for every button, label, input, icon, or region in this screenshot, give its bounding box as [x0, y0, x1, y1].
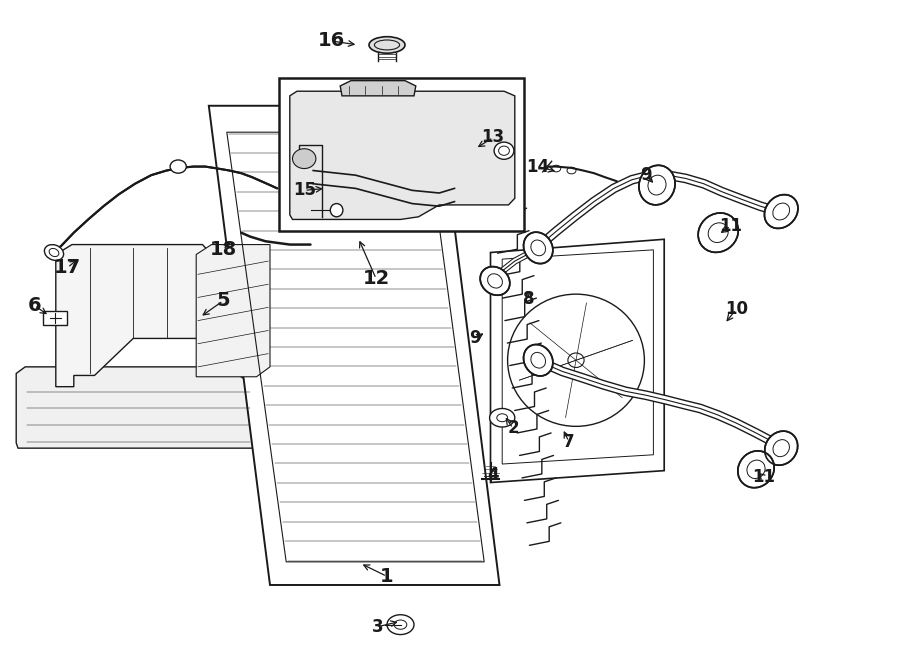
Text: 11: 11 — [719, 217, 742, 235]
Polygon shape — [290, 91, 515, 219]
Ellipse shape — [765, 431, 797, 465]
Circle shape — [387, 615, 414, 635]
Text: 16: 16 — [318, 32, 345, 50]
Polygon shape — [209, 106, 500, 585]
Text: 6: 6 — [27, 296, 41, 315]
Bar — [43, 311, 67, 325]
Text: 10: 10 — [724, 300, 748, 319]
Text: 3: 3 — [373, 617, 383, 636]
Text: 2: 2 — [508, 419, 518, 438]
Text: 18: 18 — [210, 241, 237, 259]
Polygon shape — [340, 81, 416, 96]
Text: 13: 13 — [482, 128, 505, 147]
Bar — [279, 78, 524, 231]
Polygon shape — [491, 239, 664, 483]
Text: 7: 7 — [563, 432, 574, 451]
Text: 15: 15 — [292, 181, 316, 200]
Circle shape — [490, 408, 515, 427]
Ellipse shape — [524, 344, 553, 376]
Ellipse shape — [369, 36, 405, 54]
Ellipse shape — [292, 149, 316, 169]
Ellipse shape — [524, 232, 553, 264]
Text: 1: 1 — [380, 567, 394, 586]
Ellipse shape — [639, 165, 675, 205]
Ellipse shape — [330, 204, 343, 217]
Polygon shape — [56, 245, 212, 387]
Text: 12: 12 — [363, 270, 390, 288]
Polygon shape — [196, 245, 270, 377]
Text: 9: 9 — [470, 329, 481, 348]
Text: 9: 9 — [641, 166, 652, 184]
Ellipse shape — [764, 194, 798, 229]
Text: 17: 17 — [54, 258, 81, 277]
Polygon shape — [16, 367, 292, 448]
Text: 11: 11 — [752, 468, 775, 486]
Text: 8: 8 — [524, 290, 535, 308]
Text: 4: 4 — [488, 465, 499, 484]
Ellipse shape — [44, 245, 64, 260]
Ellipse shape — [738, 451, 774, 488]
Text: 14: 14 — [526, 157, 550, 176]
Ellipse shape — [481, 266, 509, 295]
Ellipse shape — [698, 213, 738, 253]
Ellipse shape — [170, 160, 186, 173]
Ellipse shape — [494, 142, 514, 159]
Text: 5: 5 — [216, 292, 230, 310]
